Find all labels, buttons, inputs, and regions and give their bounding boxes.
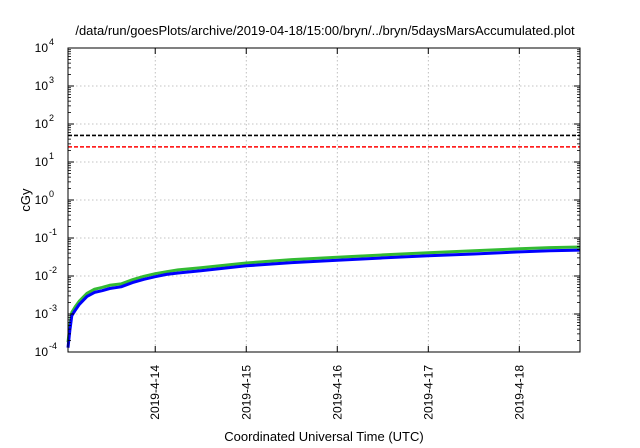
x-tick-label: 2019-4-14 (148, 365, 162, 420)
x-tick-label: 2019-4-18 (512, 365, 526, 420)
x-axis-label: Coordinated Universal Time (UTC) (224, 429, 423, 444)
y-axis-label: cGy (18, 188, 33, 212)
grid (68, 48, 580, 352)
x-tick-label: 2019-4-17 (421, 365, 435, 420)
series-lines (66, 245, 581, 348)
x-tick-label: 2019-4-15 (239, 365, 253, 420)
series-line-1 (66, 245, 581, 343)
reference-lines (68, 134, 580, 148)
x-tick-label: 2019-4-16 (330, 365, 344, 420)
series-line-2 (66, 248, 581, 348)
x-axis-ticks: 2019-4-14 2019-4-15 2019-4-16 2019-4-17 2019… (148, 48, 526, 420)
chart-title: /data/run/goesPlots/archive/2019-04-18/1… (75, 23, 575, 38)
